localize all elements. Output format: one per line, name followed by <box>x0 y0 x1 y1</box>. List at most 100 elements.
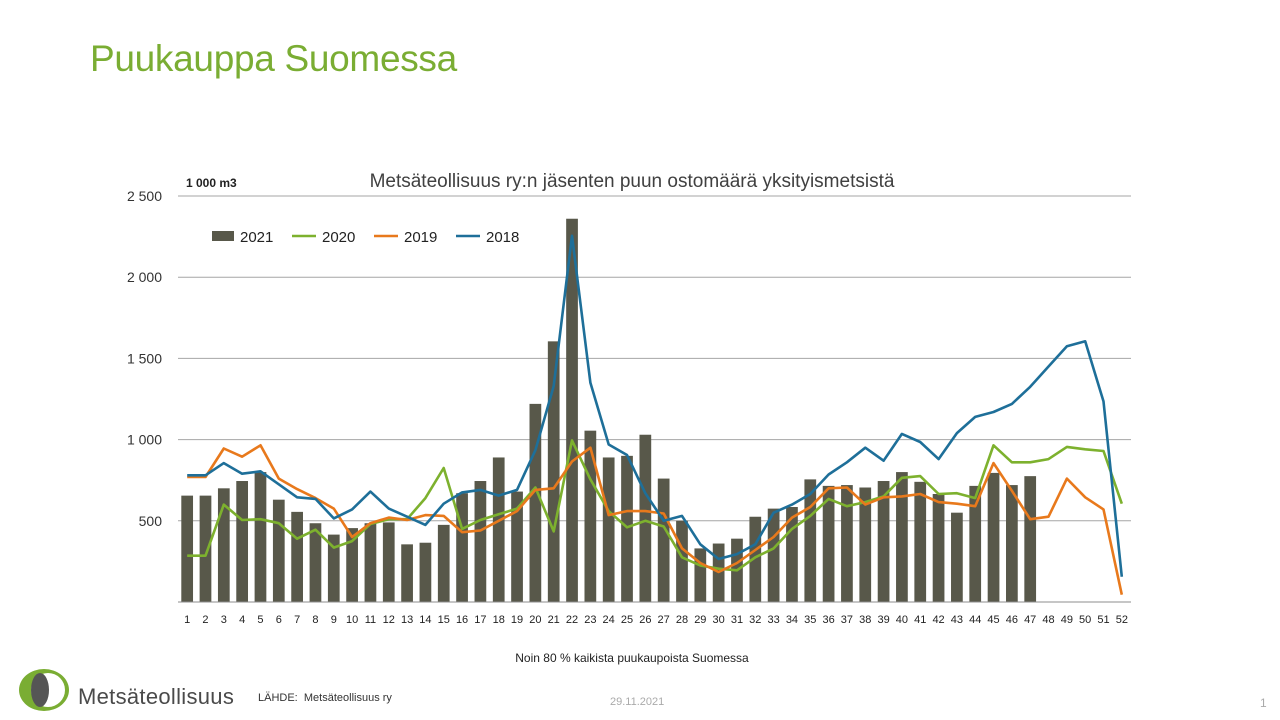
bar-24 <box>602 457 615 602</box>
x-tick-label: 25 <box>621 614 633 626</box>
bar-16 <box>456 493 468 602</box>
bar-28 <box>676 520 688 602</box>
y-tick-label: 1 000 <box>127 432 162 448</box>
x-tick-label: 1 <box>184 614 190 626</box>
bar-35 <box>804 479 817 602</box>
x-tick-label: 45 <box>987 614 999 626</box>
x-tick-label: 39 <box>877 614 889 626</box>
x-tick-label: 13 <box>401 614 413 626</box>
x-tick-label: 20 <box>529 614 541 626</box>
x-tick-label: 6 <box>276 614 282 626</box>
line-2018 <box>187 234 1124 577</box>
bar-37 <box>841 485 853 602</box>
bar-32 <box>749 516 762 602</box>
bar-series-2021 <box>181 218 1037 602</box>
legend-label-2021: 2021 <box>240 229 273 246</box>
bar-19 <box>511 491 523 602</box>
bar-38 <box>859 487 872 602</box>
x-tick-label: 38 <box>859 614 871 626</box>
x-axis-ticks: 1 2 3 4 5 6 7 8 9 10 11 12 13 14 15 16 17 18 19 20 21 22 23 24 2… <box>184 614 1128 626</box>
x-tick-label: 29 <box>694 614 706 626</box>
slide-title: Puukauppa Suomessa <box>90 38 457 79</box>
x-tick-label: 42 <box>932 614 944 626</box>
bar-10 <box>346 528 358 602</box>
bar-17 <box>474 481 487 602</box>
bar-29 <box>694 548 707 602</box>
bar-18 <box>492 457 505 602</box>
bar-1 <box>181 495 194 602</box>
x-tick-label: 51 <box>1097 614 1109 626</box>
bar-44 <box>969 485 982 602</box>
x-tick-label: 33 <box>768 614 780 626</box>
y-tick-label: 2 000 <box>127 269 162 285</box>
bar-2 <box>199 495 212 602</box>
x-tick-label: 12 <box>383 614 395 626</box>
line-2019 <box>187 443 1124 595</box>
x-tick-label: 22 <box>566 614 578 626</box>
bar-41 <box>914 481 927 602</box>
source-label: LÄHDE: <box>258 692 298 704</box>
bar-34 <box>786 506 798 602</box>
x-tick-label: 32 <box>749 614 761 626</box>
bar-36 <box>822 485 835 602</box>
bar-21 <box>547 341 560 602</box>
x-tick-label: 3 <box>221 614 227 626</box>
x-tick-label: 43 <box>951 614 963 626</box>
x-tick-label: 48 <box>1042 614 1054 626</box>
bar-33 <box>767 508 780 602</box>
source-value: Metsäteollisuus ry <box>303 692 392 704</box>
x-tick-label: 41 <box>914 614 926 626</box>
x-tick-label: 2 <box>202 614 208 626</box>
x-tick-label: 23 <box>584 614 596 626</box>
x-tick-label: 18 <box>493 614 505 626</box>
x-tick-label: 36 <box>822 614 834 626</box>
x-tick-label: 7 <box>294 614 300 626</box>
y-tick-label: 500 <box>139 513 163 529</box>
bar-4 <box>236 481 249 602</box>
legend-swatch-2021 <box>212 231 234 241</box>
x-tick-label: 24 <box>603 614 615 626</box>
legend: 2021 2020 2019 2018 <box>212 229 519 246</box>
y-tick-label: 1 500 <box>127 350 162 366</box>
legend-label-2018: 2018 <box>486 229 519 246</box>
bar-25 <box>621 455 633 602</box>
x-tick-label: 30 <box>713 614 725 626</box>
unit-label: 1 000 m3 <box>186 176 237 190</box>
bar-42 <box>932 494 945 602</box>
x-tick-label: 8 <box>312 614 318 626</box>
x-tick-label: 15 <box>438 614 450 626</box>
bar-14 <box>419 542 432 602</box>
line-2020 <box>187 439 1124 572</box>
x-axis-label: Noin 80 % kaikista puukaupoista Suomessa <box>515 651 749 665</box>
bar-39 <box>877 481 890 602</box>
x-tick-label: 17 <box>474 614 486 626</box>
metsateollisuus-logo-icon <box>19 669 69 711</box>
bar-43 <box>951 512 963 602</box>
gridlines <box>178 195 1131 522</box>
x-tick-label: 27 <box>658 614 670 626</box>
bar-6 <box>272 499 285 602</box>
bar-11 <box>364 523 377 602</box>
bar-8 <box>309 523 322 602</box>
x-tick-label: 5 <box>257 614 263 626</box>
x-tick-label: 49 <box>1061 614 1073 626</box>
x-tick-label: 19 <box>511 614 523 626</box>
bar-12 <box>382 522 395 602</box>
y-axis-ticks: 500 1 000 1 500 2 000 2 500 <box>127 188 162 529</box>
x-tick-label: 34 <box>786 614 798 626</box>
chart-title: Metsäteollisuus ry:n jäsenten puun ostom… <box>370 171 895 192</box>
legend-label-2020: 2020 <box>322 229 355 246</box>
x-tick-label: 21 <box>548 614 560 626</box>
bar-23 <box>584 430 597 602</box>
bar-26 <box>639 434 652 602</box>
slide-date: 29.11.2021 <box>610 696 665 708</box>
x-tick-label: 40 <box>896 614 908 626</box>
bar-7 <box>291 511 303 602</box>
x-tick-label: 11 <box>365 614 376 626</box>
bar-45 <box>987 472 1000 602</box>
bar-27 <box>657 478 670 602</box>
x-tick-label: 35 <box>804 614 816 626</box>
page-number: 1 <box>1260 696 1267 710</box>
x-tick-label: 10 <box>346 614 358 626</box>
x-tick-label: 4 <box>239 614 245 626</box>
